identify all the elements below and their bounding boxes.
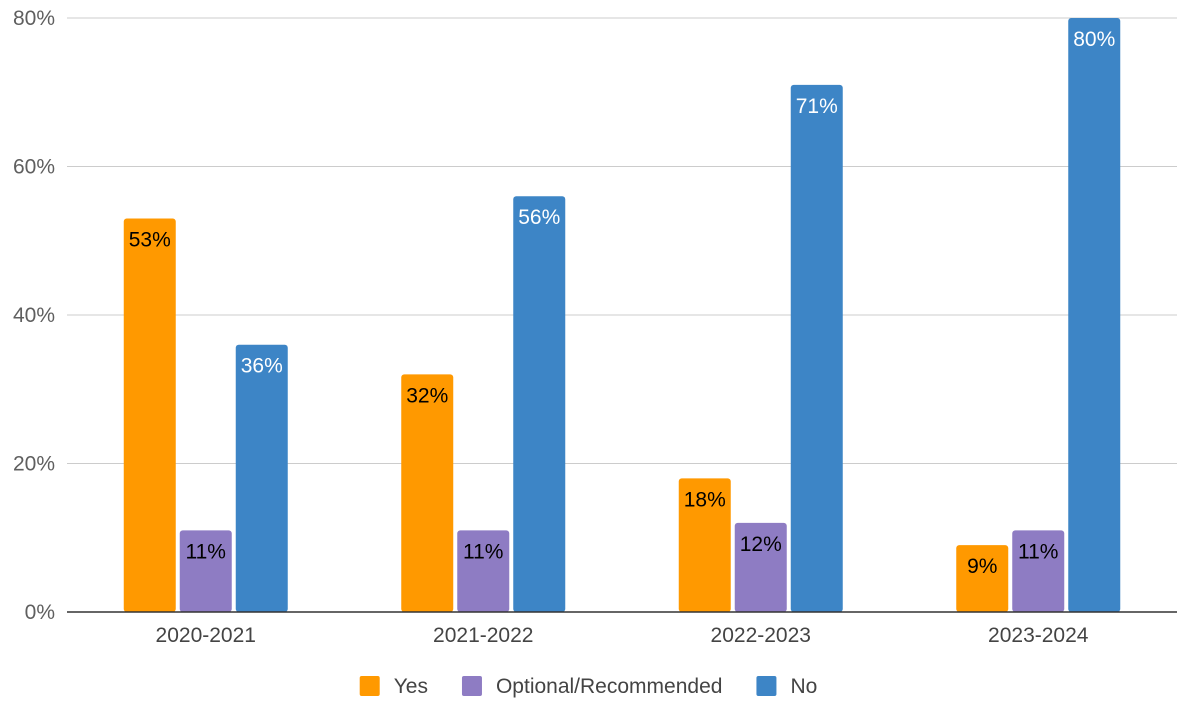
- legend-label: Yes: [394, 675, 428, 698]
- data-label: 53%: [129, 228, 171, 251]
- legend-item-optional-recommended: Optional/Recommended: [461, 675, 722, 698]
- data-label: 12%: [740, 533, 782, 556]
- bar-optional-recommended-2020-2021: [179, 530, 232, 612]
- legend: Yes Optional/Recommended No: [359, 675, 817, 698]
- y-tick-label: 20%: [13, 453, 55, 476]
- bar-optional-recommended-2023-2024: [1012, 530, 1065, 612]
- data-label: 36%: [241, 355, 283, 378]
- legend-swatch: [756, 676, 777, 696]
- data-label: 18%: [684, 488, 726, 511]
- y-tick-label: 0%: [25, 601, 55, 624]
- legend-swatch: [359, 676, 380, 696]
- bar-no-2022-2023: [790, 84, 843, 612]
- data-label: 71%: [796, 95, 838, 118]
- bar-yes-2023-2024: [956, 545, 1009, 612]
- x-tick-label: 2023-2024: [988, 624, 1089, 647]
- data-label: 11%: [186, 540, 226, 563]
- data-label: 80%: [1073, 28, 1115, 51]
- data-label: 11%: [463, 540, 503, 563]
- legend-label: Optional/Recommended: [496, 675, 722, 698]
- legend-swatch: [461, 676, 482, 696]
- x-tick-label: 2022-2023: [711, 624, 811, 647]
- gridlines: [67, 17, 1177, 464]
- data-labels: 53% 11% 36% 32% 11% 56% 18% 12% 71% 9% 11% 80%: [129, 28, 1116, 578]
- bar-no-2021-2022: [513, 196, 566, 612]
- bar-no-2023-2024: [1068, 18, 1121, 612]
- bar-yes-2022-2023: [678, 478, 731, 612]
- bar-yes-2021-2022: [401, 374, 454, 612]
- bar-optional-recommended-2022-2023: [734, 522, 787, 612]
- bar-optional-recommended-2021-2022: [457, 530, 510, 612]
- bars: [123, 18, 1121, 612]
- legend-item-no: No: [756, 675, 817, 698]
- data-label: 56%: [518, 206, 560, 229]
- axes: 0% 20% 40% 60% 80% 2020-2021 2021-2022 2022-202…: [13, 7, 1177, 647]
- y-tick-label: 60%: [13, 156, 55, 179]
- legend-item-yes: Yes: [359, 675, 428, 698]
- data-label: 11%: [1018, 540, 1058, 563]
- legend-label: No: [790, 675, 817, 698]
- bar-no-2020-2021: [235, 344, 288, 612]
- bar-yes-2020-2021: [123, 218, 176, 612]
- data-label: 32%: [406, 384, 448, 407]
- y-tick-label: 40%: [13, 304, 55, 327]
- data-label: 9%: [967, 555, 997, 578]
- x-tick-label: 2020-2021: [156, 624, 256, 647]
- y-tick-label: 80%: [13, 7, 55, 30]
- x-tick-label: 2021-2022: [433, 624, 533, 647]
